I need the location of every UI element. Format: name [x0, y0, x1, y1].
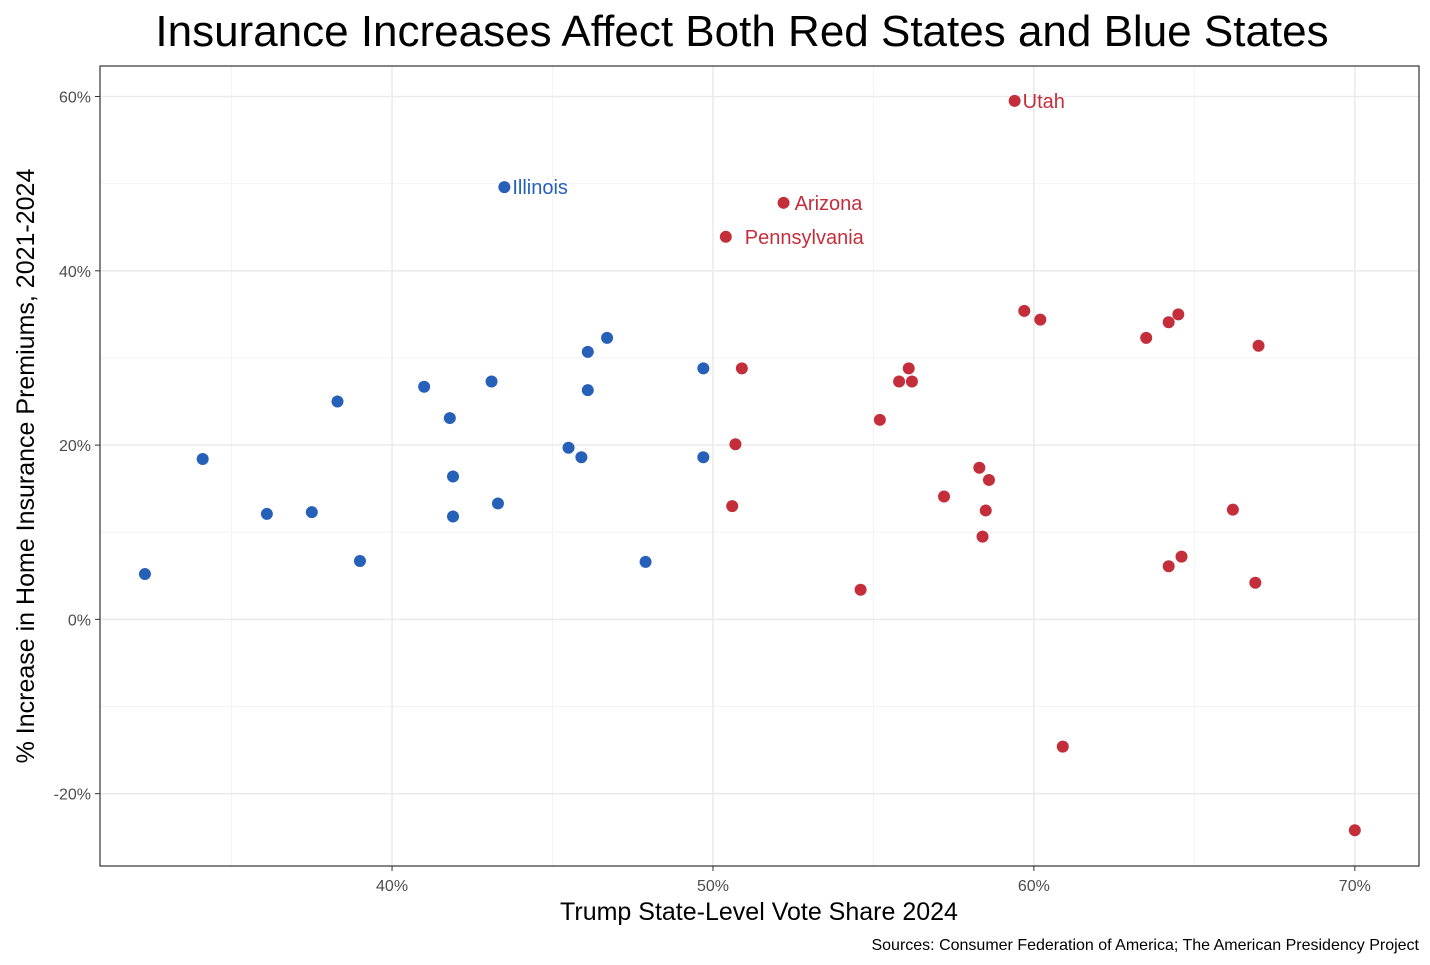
scatter-point	[1018, 304, 1031, 317]
scatter-point	[491, 497, 504, 510]
scatter-point	[893, 375, 906, 388]
x-tick-label: 70%	[1339, 878, 1371, 895]
scatter-point	[260, 507, 273, 520]
scatter-point	[575, 451, 588, 464]
scatter-point	[1172, 308, 1185, 321]
y-tick-label: 40%	[59, 264, 91, 281]
point-label: Arizona	[795, 193, 864, 215]
scatter-point	[1056, 740, 1069, 753]
scatter-point	[1140, 331, 1153, 344]
scatter-point	[138, 568, 151, 581]
point-labels: Illinois Pennsylvania Arizona Utah	[512, 91, 1065, 249]
scatter-point	[353, 554, 366, 567]
scatter-point	[697, 362, 710, 375]
scatter-point	[639, 555, 652, 568]
scatter-point	[305, 506, 318, 519]
scatter-point	[1348, 824, 1361, 837]
y-tick-label: 60%	[59, 90, 91, 107]
scatter-point	[1162, 560, 1175, 573]
scatter-point	[485, 375, 498, 388]
scatter-point	[854, 583, 867, 596]
scatter-point	[973, 461, 986, 474]
scatter-point	[447, 470, 460, 483]
scatter-point	[938, 490, 951, 503]
scatter-point	[697, 451, 710, 464]
scatter-point	[729, 438, 742, 451]
scatter-point	[979, 504, 992, 517]
x-tick-label: 40%	[376, 878, 408, 895]
scatter-point	[726, 500, 739, 513]
scatter-point	[735, 362, 748, 375]
y-tick-label: 20%	[59, 438, 91, 455]
scatter-point	[447, 510, 460, 523]
source-caption: Sources: Consumer Federation of America;…	[871, 937, 1419, 954]
plot-panel-background	[100, 66, 1419, 866]
scatter-point	[1252, 339, 1265, 352]
scatter-point	[1162, 316, 1175, 329]
scatter-point	[1226, 503, 1239, 516]
scatter-point	[581, 345, 594, 358]
x-tick-label: 50%	[697, 878, 729, 895]
x-tick-label: 60%	[1018, 878, 1050, 895]
data-points	[138, 94, 1361, 837]
scatter-point	[1249, 576, 1262, 589]
scatter-point	[905, 375, 918, 388]
point-label: Illinois	[512, 177, 568, 199]
scatter-point	[196, 453, 209, 466]
chart-title: Insurance Increases Affect Both Red Stat…	[155, 7, 1328, 56]
scatter-point	[331, 395, 344, 408]
x-axis-title: Trump State-Level Vote Share 2024	[560, 898, 958, 926]
plot-panel-border	[99, 65, 1420, 867]
scatter-point	[719, 230, 732, 243]
y-axis: -20% 0% 20% 40% 60%	[54, 90, 100, 804]
scatter-point	[902, 362, 915, 375]
scatter-point	[418, 380, 431, 393]
scatter-point	[1034, 313, 1047, 326]
scatter-point	[777, 196, 790, 209]
scatter-point	[562, 441, 575, 454]
scatter-point	[976, 530, 989, 543]
scatter-point	[873, 413, 886, 426]
point-label: Pennsylvania	[745, 227, 865, 249]
x-axis: 40% 50% 60% 70%	[376, 866, 1371, 895]
scatter-point	[1008, 94, 1021, 107]
y-axis-title: % Increase in Home Insurance Premiums, 2…	[12, 169, 40, 764]
point-label: Utah	[1023, 91, 1065, 113]
scatter-point	[443, 412, 456, 425]
grid-lines	[100, 66, 1419, 866]
scatter-point	[1175, 550, 1188, 563]
scatter-point	[982, 473, 995, 486]
y-tick-label: 0%	[68, 612, 91, 629]
scatter-point	[581, 384, 594, 397]
scatter-point	[601, 331, 614, 344]
y-tick-label: -20%	[54, 787, 91, 804]
scatter-point	[498, 181, 511, 194]
